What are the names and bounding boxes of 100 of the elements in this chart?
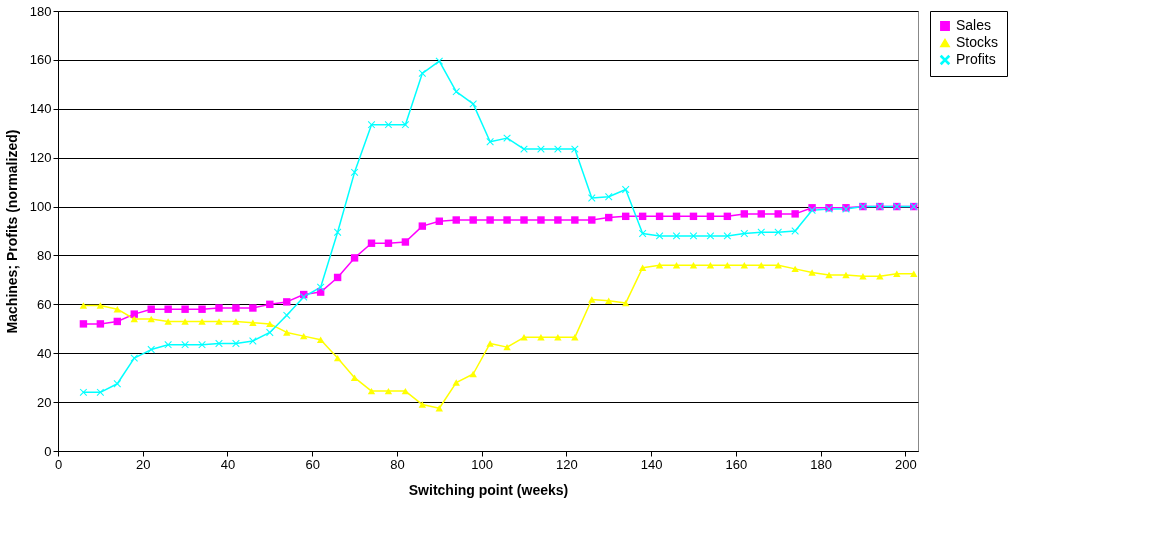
point — [740, 210, 749, 218]
x-tick-label: 140 — [640, 456, 663, 472]
point — [842, 271, 850, 279]
point — [283, 298, 291, 306]
point — [283, 311, 291, 320]
point — [266, 320, 274, 328]
point — [130, 310, 138, 318]
point — [215, 339, 223, 348]
point — [723, 232, 732, 240]
point — [605, 193, 613, 201]
point — [266, 300, 274, 309]
point — [893, 270, 901, 277]
point — [232, 339, 240, 348]
point — [198, 318, 206, 325]
point — [147, 315, 155, 323]
point — [469, 370, 477, 378]
point — [418, 69, 427, 78]
point — [757, 210, 765, 218]
point — [791, 210, 799, 218]
point — [554, 334, 562, 341]
point — [520, 216, 528, 224]
point — [452, 216, 460, 224]
point — [571, 334, 579, 341]
point — [689, 232, 698, 240]
point — [757, 228, 765, 236]
point — [537, 216, 545, 224]
point — [435, 57, 443, 65]
point — [706, 232, 715, 240]
point — [486, 340, 494, 347]
y-tick-label: 140 — [29, 101, 52, 117]
y-tick-label: 60 — [37, 296, 52, 312]
x-tick-label: 100 — [471, 456, 493, 472]
point — [588, 296, 596, 303]
point — [215, 304, 223, 312]
point — [130, 315, 138, 323]
y-tick-label: 180 — [29, 3, 52, 19]
point — [605, 297, 613, 304]
point — [333, 354, 342, 362]
legend-label: Profits — [956, 51, 996, 67]
point — [520, 334, 528, 341]
point — [215, 318, 223, 325]
x-tick-label: 160 — [725, 456, 748, 472]
point — [401, 120, 410, 129]
point — [825, 271, 833, 279]
x-tick-label: 40 — [220, 456, 236, 472]
point — [350, 254, 359, 262]
point — [96, 320, 105, 328]
point — [672, 262, 681, 269]
point — [910, 270, 918, 277]
point — [266, 328, 274, 337]
point — [79, 320, 88, 328]
point — [367, 387, 376, 395]
point — [198, 305, 206, 313]
point — [198, 340, 206, 349]
point — [316, 283, 325, 291]
x-tick-label: 0 — [54, 456, 63, 472]
point — [164, 305, 172, 313]
legend-label: Stocks — [956, 34, 999, 50]
point — [333, 228, 342, 236]
point — [164, 340, 172, 349]
x-tick-label: 60 — [305, 456, 320, 472]
point — [164, 318, 172, 325]
point — [672, 232, 681, 240]
x-axis-title: Switching point (weeks) — [408, 481, 569, 498]
x-tick-label: 20 — [135, 456, 151, 472]
point — [79, 302, 88, 309]
point — [232, 304, 240, 312]
point — [384, 387, 393, 395]
point — [147, 305, 155, 313]
point — [181, 340, 189, 349]
point — [350, 374, 359, 381]
x-tick-label: 120 — [556, 456, 578, 472]
point — [469, 216, 477, 224]
point — [774, 210, 782, 218]
x-tick-label: 180 — [810, 456, 832, 472]
point — [808, 269, 816, 276]
y-axis-title: Machines; Profits (normalized) — [3, 129, 20, 334]
x-tick-label: 80 — [390, 456, 405, 472]
point — [249, 304, 257, 312]
point — [249, 319, 257, 326]
point — [113, 380, 122, 388]
point — [791, 265, 799, 273]
point — [232, 318, 240, 325]
y-tick-label: 80 — [37, 247, 52, 263]
point — [486, 216, 494, 224]
y-tick-label: 0 — [44, 443, 52, 459]
point — [181, 305, 189, 313]
y-tick-label: 100 — [29, 199, 52, 215]
point — [452, 87, 460, 96]
point — [283, 329, 291, 336]
point — [588, 216, 596, 224]
point — [401, 238, 410, 246]
point — [469, 100, 477, 108]
y-tick-label: 160 — [29, 52, 52, 68]
y-tick-label: 120 — [29, 150, 52, 166]
y-tick-label: 40 — [37, 345, 52, 361]
point — [486, 138, 494, 146]
point — [96, 388, 105, 397]
point — [130, 354, 138, 362]
point — [655, 232, 664, 240]
